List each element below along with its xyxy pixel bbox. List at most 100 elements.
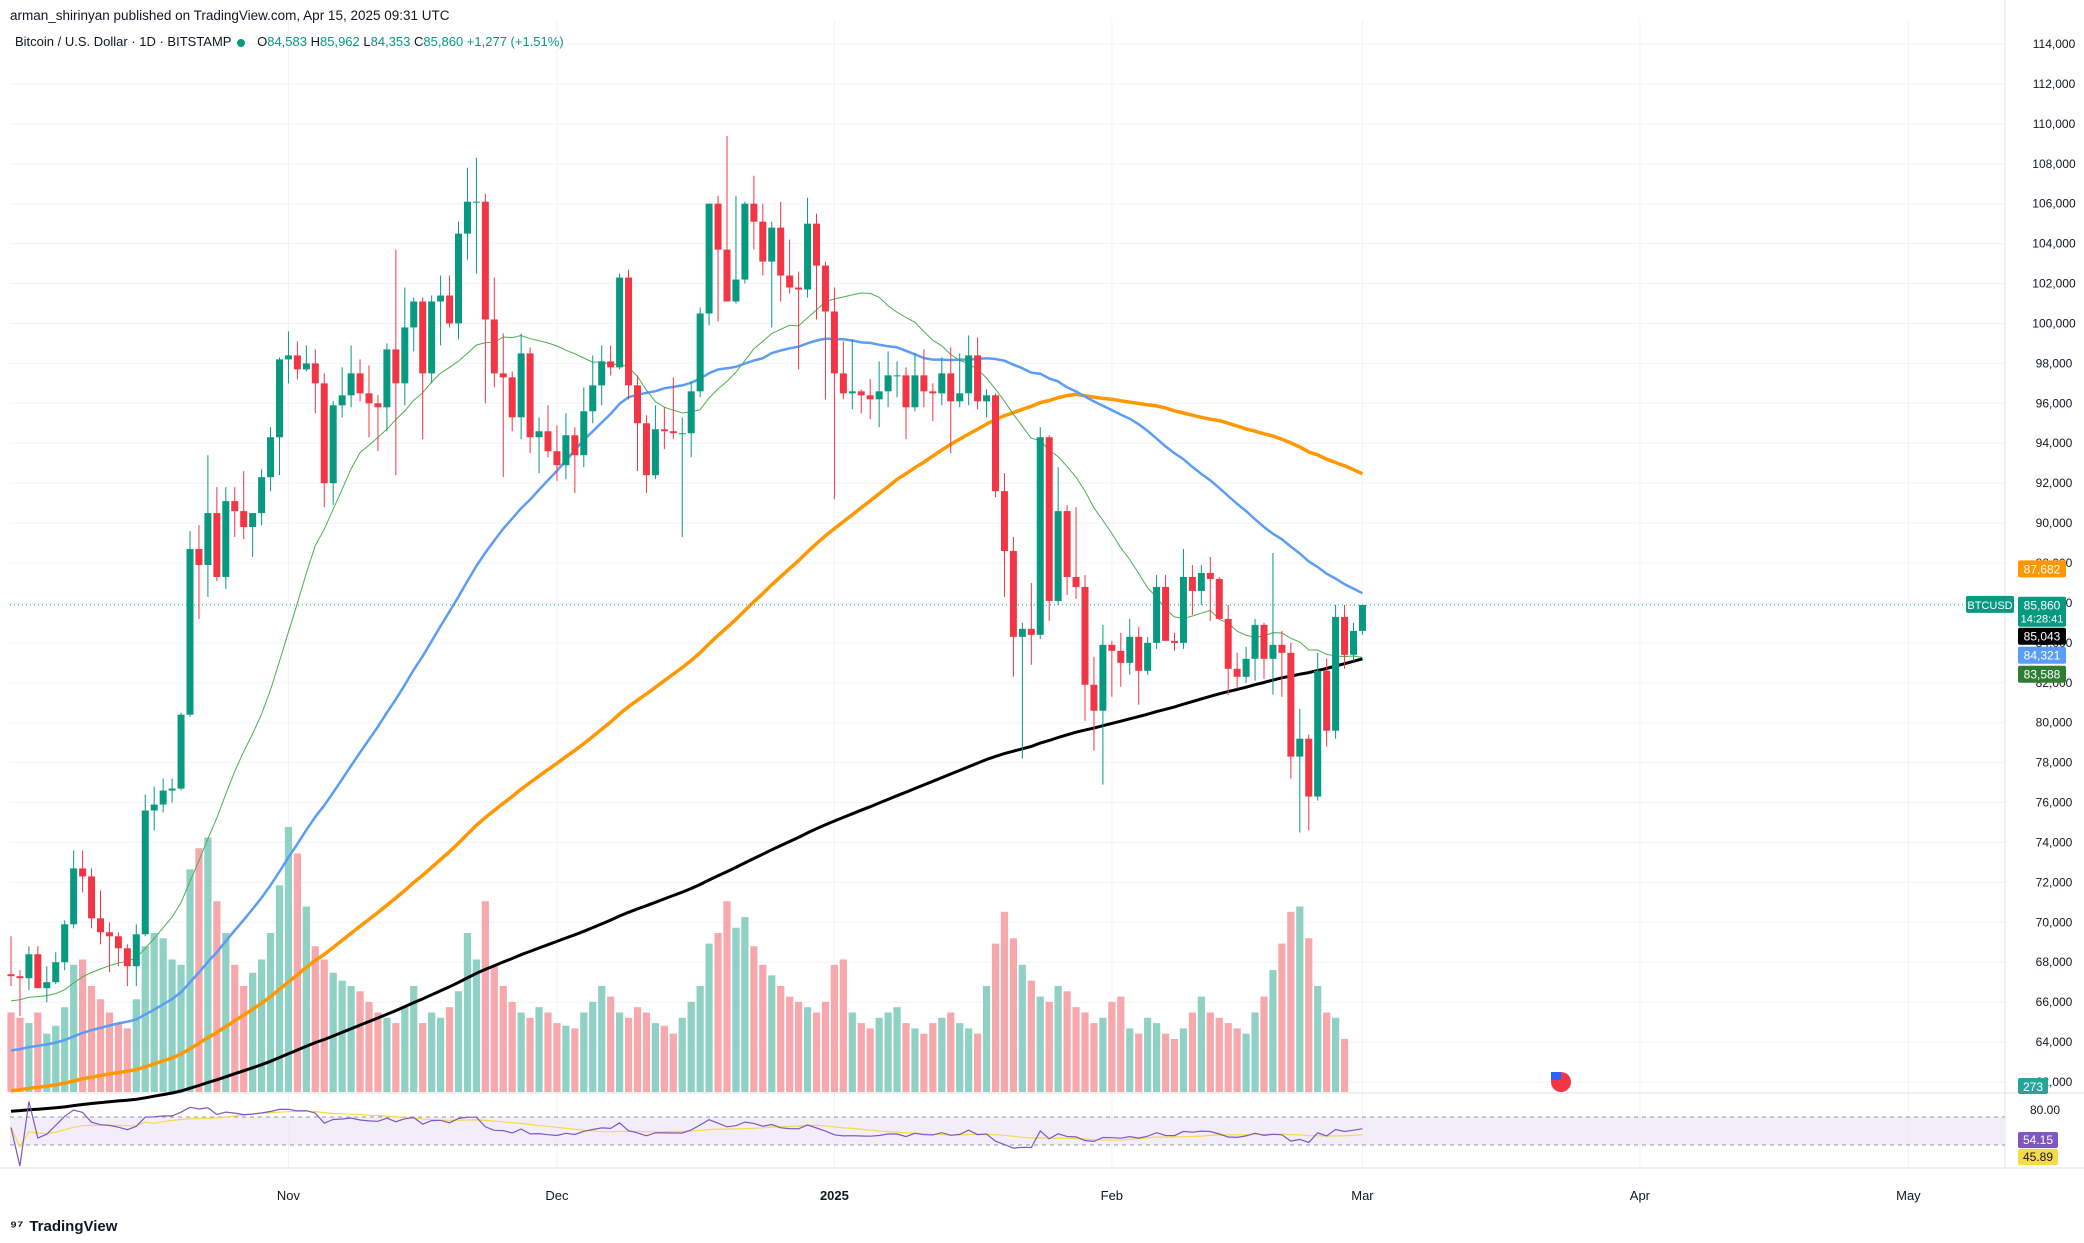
candle-body xyxy=(1171,640,1178,643)
candle-body xyxy=(1144,642,1152,671)
candle xyxy=(284,331,292,384)
tradingview-logo-icon: ⁹⁷ xyxy=(10,1218,24,1235)
candle xyxy=(123,944,131,987)
candle-body xyxy=(123,948,131,967)
candle xyxy=(992,393,999,498)
candle xyxy=(150,786,158,831)
rsi-pane: 80.00 54.15 45.89 xyxy=(10,1101,2060,1167)
candle xyxy=(1036,427,1044,639)
candle xyxy=(16,970,24,1017)
candle xyxy=(938,357,946,406)
volume-bar xyxy=(204,837,212,1092)
candle xyxy=(651,405,659,480)
volume-bar xyxy=(329,972,337,1092)
candle xyxy=(7,936,15,987)
candle xyxy=(965,335,973,406)
tradingview-brand[interactable]: ⁹⁷ TradingView xyxy=(10,1218,117,1235)
candle xyxy=(446,275,454,328)
candle xyxy=(61,920,69,971)
volume-bar xyxy=(795,1001,803,1092)
volume-bar xyxy=(1314,986,1322,1092)
candle-body xyxy=(938,373,946,394)
volume-bar xyxy=(356,991,364,1092)
volume-bar xyxy=(1072,1007,1080,1092)
candle-body xyxy=(830,311,838,374)
candle xyxy=(660,407,668,450)
candle xyxy=(1287,642,1295,779)
volume-bar xyxy=(866,1028,874,1092)
candle xyxy=(1063,505,1071,595)
candle xyxy=(634,375,641,472)
candle-body xyxy=(1323,670,1331,731)
candle xyxy=(1215,576,1223,619)
candle-body xyxy=(455,233,462,324)
candle xyxy=(714,195,722,322)
volume-bar xyxy=(1340,1039,1349,1092)
volume-bar xyxy=(848,1012,856,1092)
candle xyxy=(419,297,427,440)
price-tick-label: 102,000 xyxy=(2032,277,2076,291)
candle xyxy=(34,946,42,989)
volume-bar xyxy=(1009,938,1017,1092)
volume-bar xyxy=(302,906,310,1092)
volume-bar xyxy=(517,1012,525,1092)
volume-bar xyxy=(1260,996,1268,1092)
candle-body xyxy=(589,385,597,412)
candle-body xyxy=(159,790,167,805)
candle xyxy=(1188,564,1196,615)
candle-body xyxy=(768,227,776,262)
candle xyxy=(1197,564,1205,605)
candle xyxy=(222,487,230,589)
candle-body xyxy=(1215,578,1223,619)
price-tick-label: 70,000 xyxy=(2036,915,2073,929)
candle xyxy=(768,221,776,328)
candle-body xyxy=(1036,437,1044,635)
price-tick-label: 78,000 xyxy=(2036,756,2073,770)
candle xyxy=(302,345,310,372)
candle xyxy=(974,337,982,410)
time-axis[interactable]: NovDec2025FebMarAprMayJun xyxy=(277,1188,2084,1203)
candle-body xyxy=(669,431,677,434)
volume-bar xyxy=(1000,911,1009,1092)
volume-bar xyxy=(311,946,319,1092)
candle xyxy=(705,203,713,326)
candle xyxy=(43,966,51,1003)
volume-bar xyxy=(454,991,463,1092)
volume-bar xyxy=(150,933,158,1092)
candle xyxy=(374,395,382,452)
candle-body xyxy=(1287,652,1295,757)
candle xyxy=(88,868,96,929)
volume-bar xyxy=(616,1012,624,1092)
candle-body xyxy=(1242,658,1250,677)
candle-body xyxy=(472,201,480,203)
candle xyxy=(455,221,462,340)
candle-body xyxy=(634,385,641,424)
candle-body xyxy=(517,353,525,418)
time-tick-label: Feb xyxy=(1101,1188,1123,1203)
volume-bar xyxy=(875,1017,883,1092)
volume-bar xyxy=(1161,1033,1170,1092)
volume-bar xyxy=(1296,906,1304,1092)
price-label-box xyxy=(2018,627,2066,645)
candle-body xyxy=(1054,511,1062,601)
volume-bar xyxy=(920,1033,928,1092)
candle-body xyxy=(544,431,552,452)
candle xyxy=(1332,604,1340,739)
candle-body xyxy=(714,203,722,250)
volume-bar xyxy=(1215,1017,1223,1092)
volume-bar xyxy=(1081,1012,1089,1092)
candle xyxy=(401,287,409,406)
candle xyxy=(616,273,624,370)
volume-bar xyxy=(7,1012,15,1092)
candle xyxy=(70,850,78,929)
candle xyxy=(1027,582,1035,665)
candle-body xyxy=(276,359,283,438)
candle xyxy=(580,387,588,468)
volume-bar xyxy=(61,1007,69,1092)
candle xyxy=(544,405,552,458)
candle xyxy=(625,269,633,400)
candle-body xyxy=(419,301,427,374)
volume-bar xyxy=(266,933,275,1092)
volume-bar xyxy=(1332,1017,1340,1092)
